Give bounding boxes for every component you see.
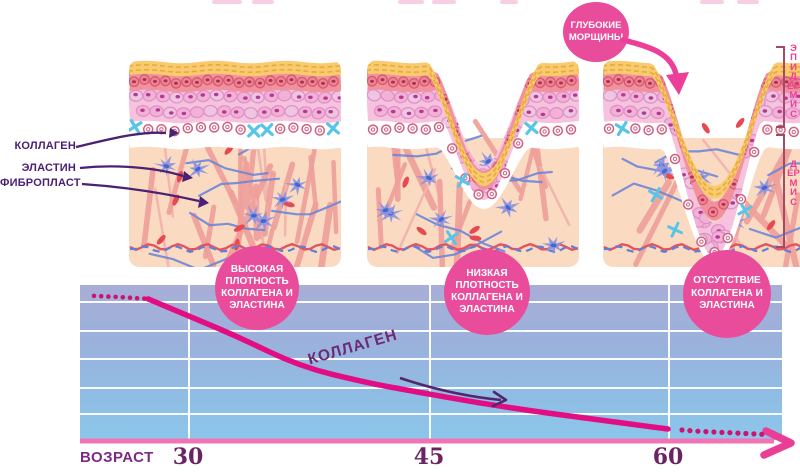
age-tick-45: 45: [413, 444, 445, 470]
elastin-label: ЭЛАСТИН: [21, 162, 76, 174]
gridline: [80, 330, 782, 332]
gridline: [80, 301, 782, 303]
skin-illustration-old: [603, 60, 800, 267]
badge-line: ЭЛАСТИНА: [229, 300, 285, 311]
gridline: [80, 413, 782, 415]
badge-line: КОЛЛАГЕНА И: [221, 288, 293, 299]
high-density-badge: ВЫСОКАЯ ПЛОТНОСТЬ КОЛЛАГЕНА И ЭЛАСТИНА: [215, 246, 299, 330]
collagen-decline-chart: [80, 285, 795, 459]
gridline: [429, 285, 431, 440]
badge-line: ПЛОТНОСТЬ: [455, 280, 519, 291]
no-collagen-badge: ОТСУТСТВИЕ КОЛЛАГЕНА И ЭЛАСТИНА: [683, 250, 771, 338]
callout-line: МОРЩИНЫ: [568, 32, 624, 43]
badge-line: ЭЛАСТИНА: [699, 300, 755, 312]
age-tick-60: 60: [652, 444, 684, 470]
badge-line: ПЛОТНОСТЬ: [225, 276, 289, 287]
badge-line: ВЫСОКАЯ: [230, 264, 284, 275]
callout-line: ГЛУБОКИЕ: [570, 20, 622, 32]
fibroblast-label: ФИБРОПЛАСТ: [0, 177, 81, 189]
dermis-bracket: [776, 134, 785, 248]
skin-cross-section-age-60: [602, 58, 800, 270]
collagen-label: КОЛЛАГЕН: [14, 140, 76, 152]
skin-illustration-young: [129, 60, 341, 267]
deep-wrinkles-callout: ГЛУБОКИЕ МОРЩИНЫ: [563, 2, 629, 62]
gridline: [668, 285, 670, 440]
age-axis-label: ВОЗРАСТ: [80, 449, 154, 466]
badge-line: КОЛЛАГЕНА И: [451, 292, 523, 303]
dermis-layer-label: ДЕРМИС: [787, 159, 800, 208]
gridline: [188, 285, 190, 440]
epidermis-bracket: [776, 46, 785, 128]
badge-line: КОЛЛАГЕНА И: [691, 287, 763, 299]
age-tick-30: 30: [172, 444, 204, 470]
badge-line: ЭЛАСТИНА: [459, 304, 515, 315]
skin-cross-section-age-45: [366, 58, 580, 270]
low-density-badge: НИЗКАЯ ПЛОТНОСТЬ КОЛЛАГЕНА И ЭЛАСТИНА: [444, 249, 530, 335]
gridline: [80, 358, 782, 360]
skin-illustration-middle: [367, 60, 579, 267]
badge-line: ОТСУТСТВИЕ: [693, 275, 761, 287]
badge-line: НИЗКАЯ: [466, 268, 508, 279]
collagen-curve: [80, 293, 795, 459]
skin-cross-section-age-30: [128, 58, 342, 270]
epidermis-layer-label: ЭПИДЕРМИС: [787, 43, 800, 120]
